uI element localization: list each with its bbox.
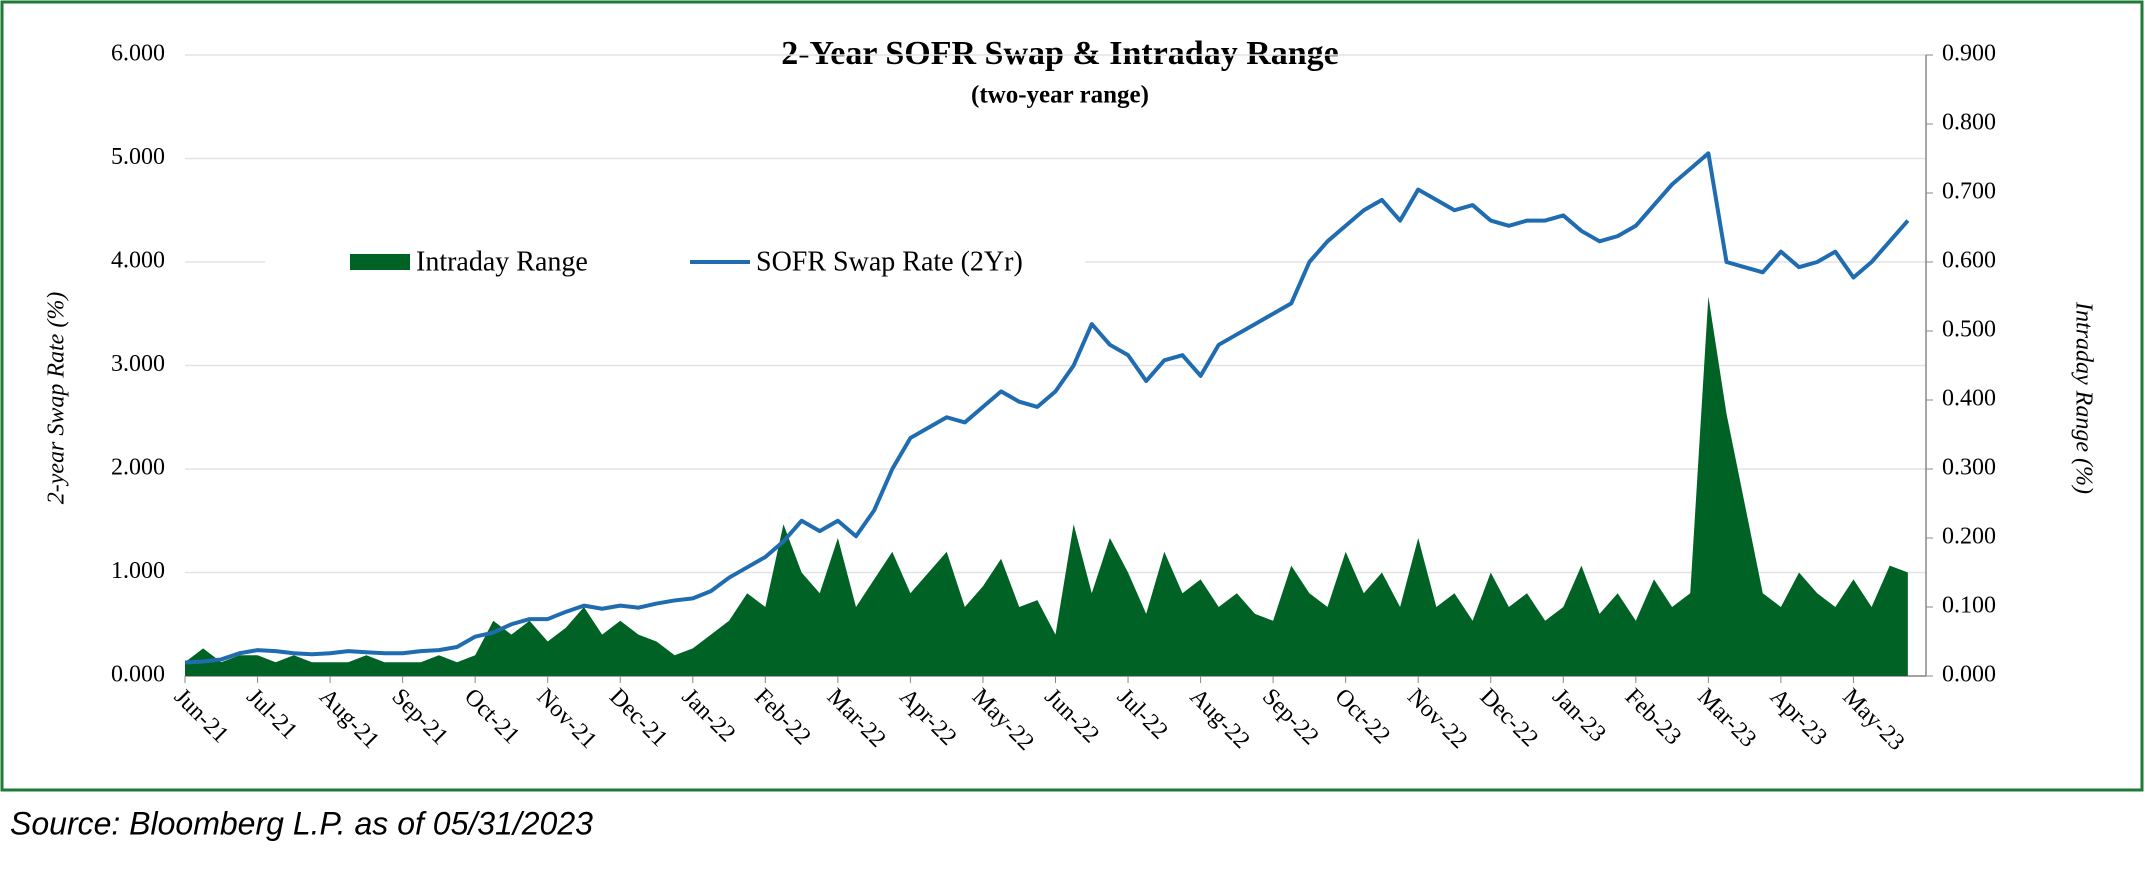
x-tick-label: Feb-23: [1620, 684, 1686, 750]
y2-tick-label: 0.600: [1942, 248, 1996, 274]
x-tick-label: Jul-21: [241, 684, 302, 745]
x-tick-label: May-22: [967, 684, 1039, 756]
chart-title: 2-Year SOFR Swap & Intraday Range: [781, 35, 1339, 72]
range-area: [185, 296, 1908, 676]
x-tick-label: Jan-23: [1547, 684, 1611, 748]
y-tick-label: 5.000: [111, 144, 165, 170]
y2-tick-label: 0.900: [1942, 41, 1996, 67]
y2-tick-label: 0.100: [1942, 593, 1996, 619]
x-tick-label: Mar-23: [1692, 684, 1761, 753]
y2-tick-label: 0.400: [1942, 386, 1996, 412]
x-tick-label: Jan-22: [677, 684, 741, 748]
frame: [0, 0, 2144, 792]
y2-tick-label: 0.700: [1942, 179, 1996, 205]
x-tick-label: Sep-21: [386, 684, 452, 750]
y2-axis-title: Intraday Range (%): [2070, 301, 2096, 494]
y2-tick-label: 0.200: [1942, 524, 1996, 550]
x-tick-label: Feb-22: [749, 684, 815, 750]
y-tick-label: 1.000: [111, 558, 165, 584]
y-axis-title: 2-year Swap Rate (%): [44, 292, 70, 505]
x-tick-label: Aug-22: [1184, 684, 1254, 754]
chart-subtitle: (two-year range): [971, 82, 1149, 109]
x-tick-label: Oct-22: [1330, 684, 1396, 750]
y2-tick-label: 0.300: [1942, 455, 1996, 481]
y-tick-label: 2.000: [111, 455, 165, 481]
y-tick-label: 6.000: [111, 41, 165, 67]
x-tick-label: Oct-21: [459, 684, 525, 750]
x-tick-label: Nov-21: [532, 684, 602, 754]
y2-tick-label: 0.500: [1942, 317, 1996, 343]
x-tick-label: Nov-22: [1402, 684, 1472, 754]
legend-swatch: [350, 254, 410, 270]
y2-tick-label: 0.800: [1942, 110, 1996, 136]
x-tick-label: Dec-22: [1475, 684, 1543, 752]
x-tick-label: Apr-23: [1765, 684, 1832, 751]
x-tick-label: Jul-22: [1112, 684, 1173, 745]
x-tick-label: Aug-21: [314, 684, 384, 754]
y2-tick-label: 0.000: [1942, 662, 1996, 688]
x-tick-label: Apr-22: [894, 684, 961, 751]
x-tick-label: Dec-21: [604, 684, 672, 752]
legend-label: SOFR Swap Rate (2Yr): [756, 246, 1023, 277]
rate-line: [184, 151, 1910, 665]
source-note: Source: Bloomberg L.P. as of 05/31/2023: [10, 805, 593, 841]
x-tick-label: Jun-22: [1039, 684, 1104, 749]
x-tick-label: Mar-22: [822, 684, 891, 753]
x-tick-label: Sep-22: [1257, 684, 1323, 750]
y-tick-label: 4.000: [111, 248, 165, 274]
legend-label: Intraday Range: [416, 246, 588, 277]
y-tick-label: 0.000: [111, 662, 165, 688]
y-tick-label: 3.000: [111, 351, 165, 377]
x-tick-label: May-23: [1837, 684, 1909, 756]
x-tick-label: Jun-21: [169, 684, 234, 749]
